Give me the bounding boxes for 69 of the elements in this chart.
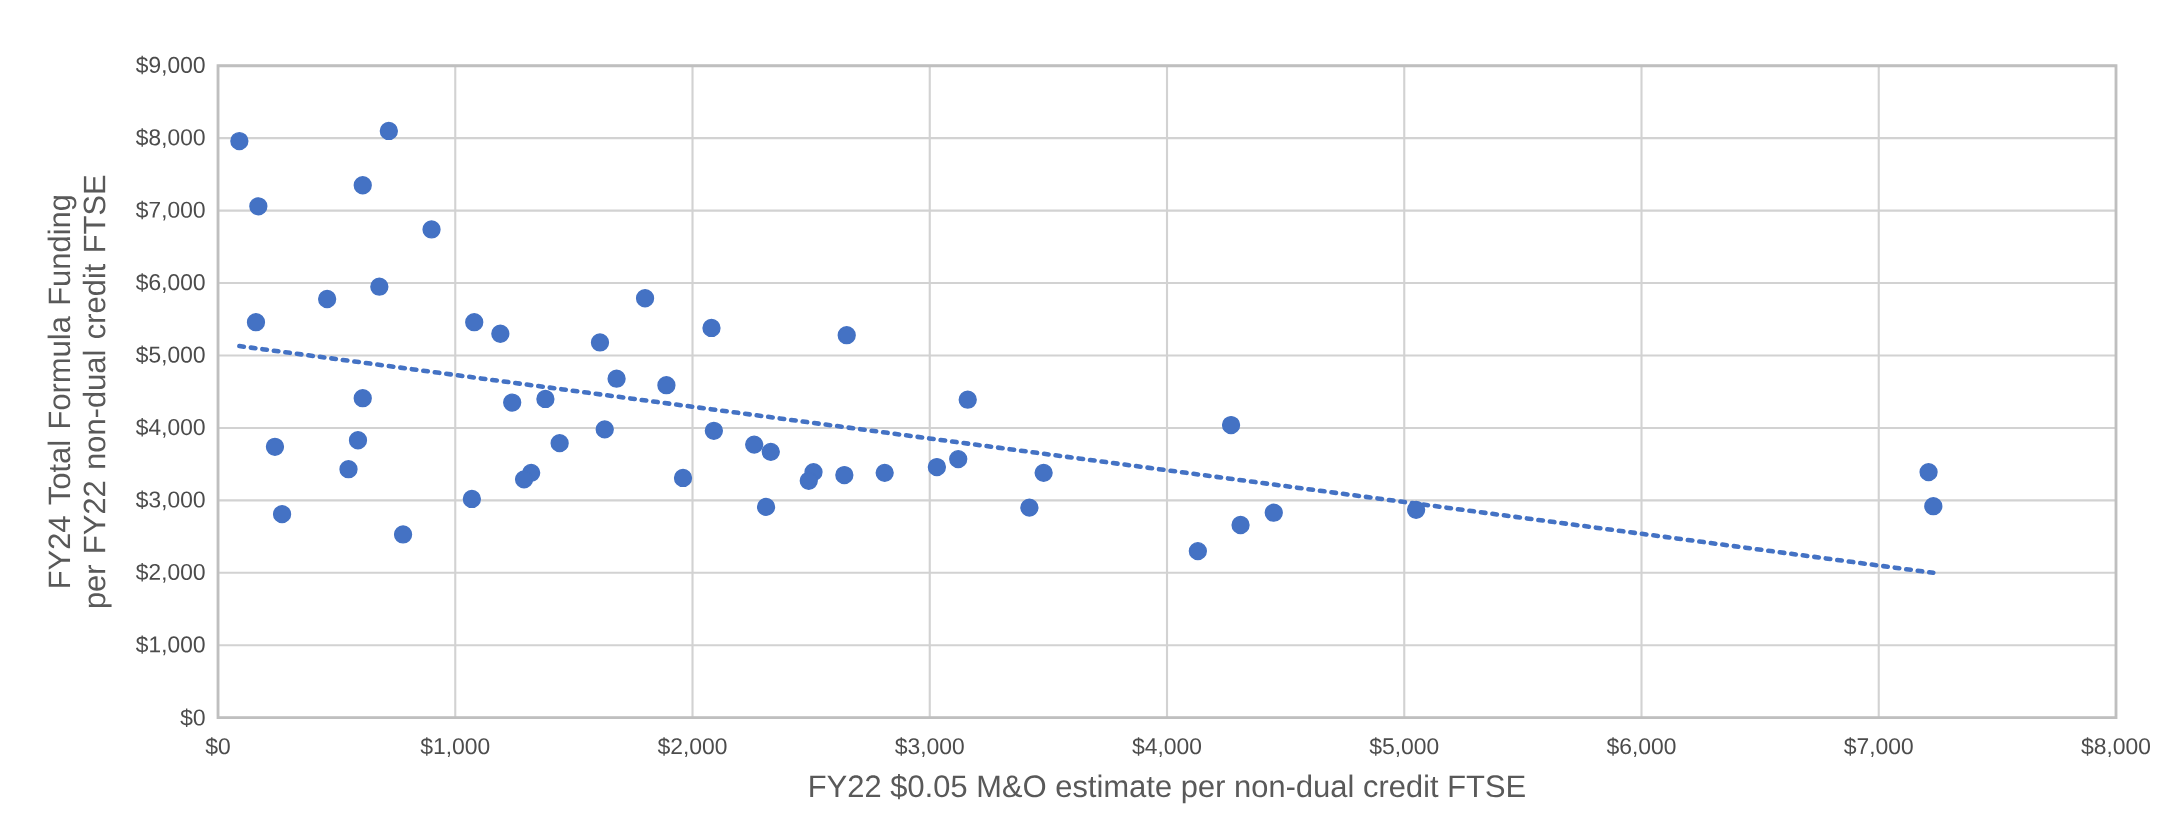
point	[1406, 500, 1426, 520]
point	[503, 393, 522, 412]
point	[673, 468, 693, 488]
point	[462, 489, 482, 509]
point	[339, 460, 358, 479]
point	[756, 497, 776, 517]
point	[607, 369, 626, 388]
y-axis-title: FY24 Total Formula Funding per FY22 non-dual credit FTSE	[47, 175, 112, 608]
x-tick-label: $8,000	[2081, 737, 2151, 758]
y-tick-label: $5,000	[135, 345, 205, 366]
y-tick-label: $6,000	[135, 273, 205, 294]
point	[1919, 463, 1938, 482]
point	[1264, 503, 1283, 522]
point	[1924, 497, 1943, 516]
point	[635, 289, 655, 308]
point	[657, 376, 676, 395]
point	[837, 326, 856, 345]
x-tick-label: $2,000	[657, 737, 727, 758]
x-tick-label: $5,000	[1369, 737, 1439, 758]
y-tick-label: $4,000	[135, 418, 205, 438]
point	[536, 389, 555, 409]
point	[702, 318, 721, 338]
point	[1221, 416, 1241, 435]
x-axis-title: FY22 $0.05 M&O estimate per non-dual credit FTSE	[810, 774, 1525, 804]
point	[958, 390, 977, 409]
point	[348, 431, 368, 450]
y-tick-label: $7,000	[135, 200, 205, 221]
x-tick-label: $6,000	[1606, 737, 1676, 758]
x-tick-label: $4,000	[1132, 737, 1202, 758]
x-tick-label: $7,000	[1844, 737, 1913, 758]
point	[590, 333, 610, 352]
point	[379, 121, 398, 141]
point	[799, 471, 818, 491]
point	[927, 458, 947, 477]
y-tick-label: $2,000	[135, 563, 205, 583]
point	[595, 420, 614, 439]
y-tick-label: $1,000	[135, 635, 205, 656]
y-tick-label: $0	[180, 708, 205, 728]
point	[550, 434, 569, 453]
point	[393, 525, 413, 544]
point	[353, 176, 372, 195]
point	[491, 324, 510, 344]
x-tick-label: $0	[205, 737, 230, 756]
point	[761, 442, 780, 462]
point	[949, 450, 968, 469]
point	[514, 470, 534, 489]
point	[1020, 498, 1039, 517]
point	[875, 463, 894, 483]
point	[704, 421, 723, 441]
point	[422, 220, 441, 239]
point	[230, 132, 249, 151]
x-tick-label: $1,000	[420, 737, 490, 758]
point	[353, 389, 372, 408]
point	[1188, 542, 1207, 561]
point	[370, 277, 389, 296]
y-tick-label: $8,000	[135, 128, 205, 149]
point	[318, 289, 337, 309]
point	[265, 437, 285, 457]
point	[1034, 463, 1053, 483]
point	[745, 435, 764, 454]
y-tick-label: $9,000	[135, 55, 205, 76]
y-tick-label: $3,000	[135, 490, 205, 511]
point	[246, 313, 266, 332]
x-tick-label: $3,000	[895, 737, 964, 758]
point	[272, 505, 292, 524]
point	[465, 313, 484, 332]
point	[249, 197, 268, 216]
point	[1231, 516, 1250, 535]
point	[835, 466, 854, 485]
